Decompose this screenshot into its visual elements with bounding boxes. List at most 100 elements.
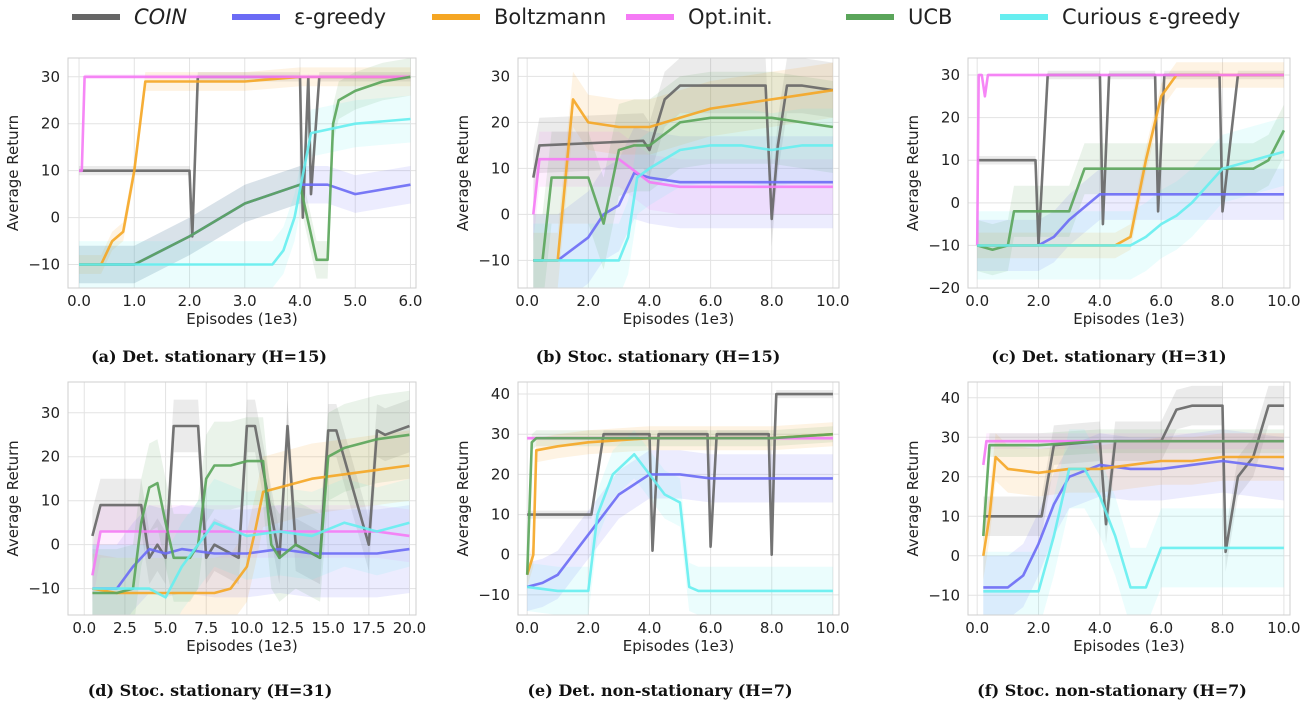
x-tick-label: 2.0 (178, 292, 202, 310)
legend-swatch (72, 14, 120, 20)
series-line (533, 144, 833, 262)
x-tick-label: 0.0 (67, 292, 91, 310)
x-tick-label: 4.0 (638, 619, 662, 637)
chart-caption: (b) Stoc. stationary (H=15) (536, 347, 781, 366)
x-tick-label: 20.0 (393, 619, 426, 637)
x-tick-label: 0.0 (515, 292, 539, 310)
x-tick-label: 5.0 (154, 619, 178, 637)
series-band (533, 127, 833, 288)
y-tick-label: 10 (41, 492, 60, 510)
x-tick-label: 8.0 (1211, 619, 1235, 637)
x-axis-label: Episodes (1e3) (1073, 637, 1185, 655)
series-line (79, 75, 411, 266)
plot-frame (67, 57, 417, 289)
series-line (533, 171, 833, 262)
y-tick-label: −10 (28, 256, 60, 274)
y-tick-label: −10 (478, 586, 510, 604)
x-tick-label: 0.0 (515, 619, 539, 637)
x-axis-label: Episodes (1e3) (186, 637, 298, 655)
x-axis-label: Episodes (1e3) (1073, 310, 1185, 328)
legend-item: COIN (72, 4, 187, 30)
y-tick-label: 30 (941, 66, 960, 84)
y-tick-label: 20 (491, 465, 510, 483)
y-tick-label: −20 (928, 279, 960, 297)
x-tick-label: 8.0 (760, 619, 784, 637)
x-tick-label: 6.0 (1149, 292, 1173, 310)
legend-label: Opt.init. (688, 5, 773, 29)
y-tick-label: 10 (941, 507, 960, 525)
legend-label: Curious ε-greedy (1062, 5, 1241, 29)
plot-area (68, 58, 416, 288)
x-tick-label: 3.0 (233, 292, 257, 310)
x-tick-label: 10.0 (816, 292, 849, 310)
y-tick-label: 20 (941, 109, 960, 127)
x-axis-label: Episodes (1e3) (186, 310, 298, 328)
x-tick-label: 2.0 (1027, 619, 1051, 637)
series-line (79, 117, 411, 266)
y-axis-label: Average Return (4, 440, 22, 556)
y-axis-label: Average Return (4, 115, 22, 231)
legend-swatch (626, 14, 674, 20)
legend-item: ε-greedy (232, 4, 386, 30)
y-tick-label: 10 (941, 151, 960, 169)
x-tick-label: 2.0 (1027, 292, 1051, 310)
legend-swatch (432, 14, 480, 20)
y-tick-label: −10 (928, 236, 960, 254)
y-tick-label: 10 (41, 162, 60, 180)
series-band (92, 390, 410, 615)
chart-caption: (d) Stoc. stationary (H=31) (88, 681, 333, 700)
legend: COIN ε-greedy Boltzmann Opt.init. UCB Curious… (0, 0, 1315, 34)
series-line (527, 392, 833, 557)
x-tick-label: 4.0 (638, 292, 662, 310)
chart-caption: (c) Det. stationary (H=31) (991, 347, 1226, 366)
y-tick-label: 0 (950, 547, 960, 565)
series-line (527, 452, 833, 593)
chart-panel: 0.0 1.0 2.0 3.0 4.0 5.0 6.0 −10 0 10 20 30 Episodes … (4, 57, 422, 366)
series-band (79, 58, 411, 284)
x-tick-label: 0.0 (965, 292, 989, 310)
y-tick-label: 0 (500, 546, 510, 564)
x-tick-label: 4.0 (288, 292, 312, 310)
x-tick-label: 4.0 (1088, 619, 1112, 637)
plot-area (518, 382, 839, 615)
series-line (79, 75, 411, 172)
y-tick-label: 0 (50, 209, 60, 227)
y-axis-label: Average Return (904, 440, 922, 556)
y-tick-label: 30 (41, 404, 60, 422)
x-tick-label: 10.0 (816, 619, 849, 637)
series-band (79, 95, 411, 288)
x-tick-label: 15.0 (311, 619, 344, 637)
y-tick-label: 20 (941, 468, 960, 486)
series-line (982, 439, 1284, 537)
x-tick-label: 2.5 (113, 619, 137, 637)
y-tick-label: 10 (491, 506, 510, 524)
series-band (527, 430, 833, 615)
series-line (79, 75, 411, 238)
chart-caption: (f) Stoc. non-stationary (H=7) (977, 681, 1247, 700)
x-tick-label: 6.0 (699, 619, 723, 637)
y-tick-label: 10 (491, 159, 510, 177)
chart-panel: 0.0 2.0 4.0 6.0 8.0 10.0 −10 0 10 20 30 Episodes (1… (454, 57, 850, 366)
x-tick-label: 8.0 (760, 292, 784, 310)
series-line (977, 150, 1285, 247)
legend-label: UCB (908, 5, 953, 29)
x-tick-label: 17.5 (352, 619, 385, 637)
legend-label: Boltzmann (494, 5, 607, 29)
x-tick-label: 10.0 (230, 619, 263, 637)
series-line (79, 75, 411, 266)
series-line (532, 84, 834, 221)
x-tick-label: 0.0 (965, 619, 989, 637)
series-line (92, 433, 410, 595)
x-axis-label: Episodes (1e3) (623, 310, 735, 328)
chart-panel: 0.0 2.0 4.0 6.0 8.0 10.0 −20 −10 0 10 20 30 Episodes… (904, 57, 1301, 366)
series-band (533, 58, 833, 247)
chart-caption: (a) Det. stationary (H=15) (91, 347, 327, 366)
series-line (983, 459, 1285, 589)
legend-swatch (846, 14, 894, 20)
legend-swatch (1000, 14, 1048, 20)
y-tick-label: 30 (491, 425, 510, 443)
x-tick-label: 0.0 (72, 619, 96, 637)
plot-frame (967, 381, 1291, 616)
y-tick-label: 40 (491, 385, 510, 403)
y-tick-label: 30 (41, 68, 60, 86)
